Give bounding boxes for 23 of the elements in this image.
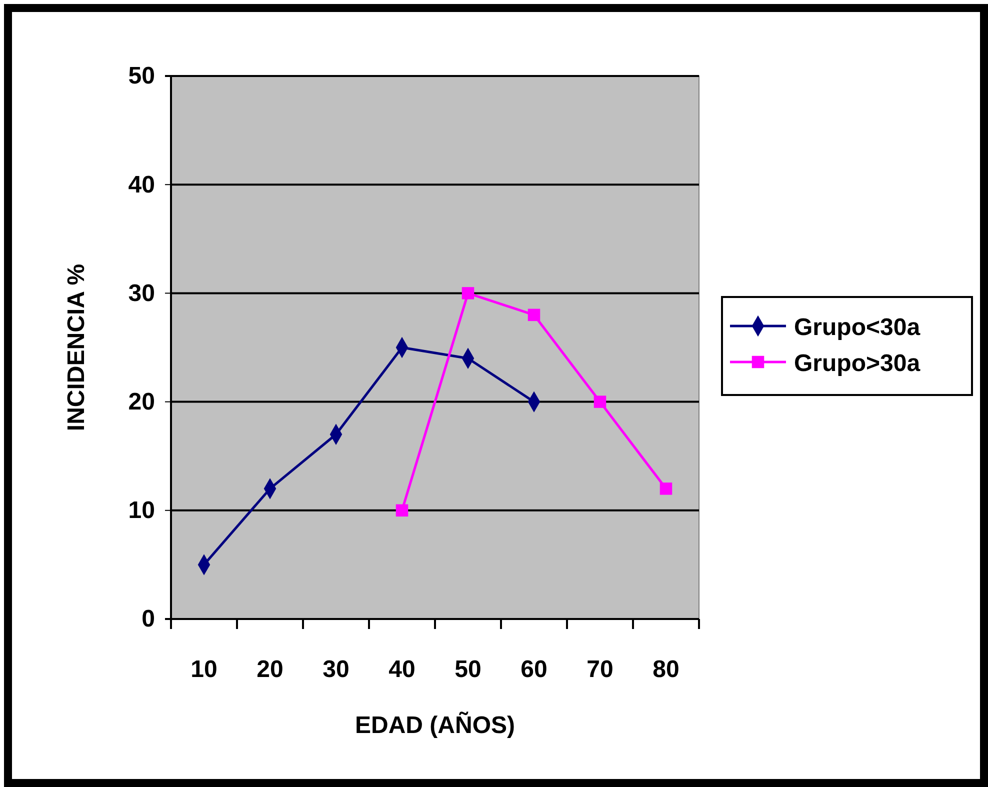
y-axis-title: INCIDENCIA % [63, 264, 90, 432]
y-tick-label: 20 [128, 388, 155, 416]
legend-label: Grupo<30a [794, 314, 921, 341]
x-tick-label: 30 [322, 656, 350, 683]
x-tick-label: 20 [256, 656, 284, 683]
point [594, 396, 606, 408]
y-tick-label: 40 [128, 171, 155, 198]
y-tick-label: 30 [128, 280, 155, 307]
x-tick-label: 80 [652, 656, 680, 683]
point [462, 287, 474, 300]
x-tick-label: 60 [520, 656, 548, 683]
x-tick-label: 40 [388, 656, 416, 683]
point [396, 504, 408, 517]
y-tick-label: 50 [128, 62, 155, 90]
legend-label: Grupo>30a [794, 350, 921, 377]
point [660, 482, 672, 495]
point [528, 308, 540, 322]
y-tick-label: 0 [142, 606, 155, 633]
x-tick-label: 10 [190, 656, 218, 683]
x-axis-title: EDAD (AÑOS) [355, 711, 515, 739]
x-tick-label: 70 [586, 656, 614, 683]
x-tick-label: 50 [454, 656, 482, 683]
y-tick-label: 10 [128, 497, 155, 524]
